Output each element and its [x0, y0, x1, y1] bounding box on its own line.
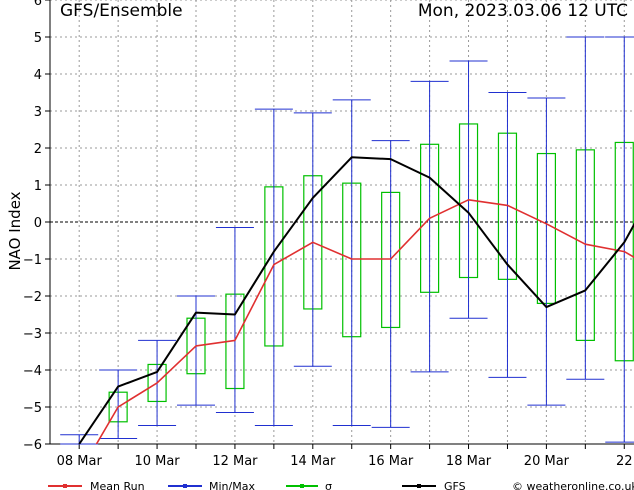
legend-gfs-marker: [417, 484, 421, 488]
mean-run-line: [95, 199, 634, 444]
legend: Mean Run Min/Max σ GFS © weatheronline.c…: [48, 480, 634, 490]
legend-sigma-marker: [300, 484, 304, 488]
y-tick-label: −3: [23, 327, 42, 342]
y-tick-label: 0: [34, 216, 42, 231]
x-tick-label: 18 Mar: [446, 454, 492, 469]
credit-text: © weatheronline.co.uk: [512, 480, 634, 490]
y-tick-label: 5: [34, 31, 42, 46]
y-tick-label: −2: [23, 290, 42, 305]
gfs-line: [78, 156, 634, 444]
x-tick-label: 22: [616, 454, 633, 469]
x-tick-label: 16 Mar: [368, 454, 414, 469]
y-axis-title: NAO Index: [6, 191, 24, 270]
x-tick-label: 14 Mar: [290, 454, 336, 469]
y-tick-label: 2: [34, 142, 42, 157]
chart-title: GFS/Ensemble: [60, 1, 183, 21]
sigma-boxes: [108, 123, 634, 423]
x-tick-label: 12 Mar: [212, 454, 258, 469]
y-tick-label: −4: [23, 364, 42, 379]
legend-mean-marker: [63, 484, 67, 488]
y-tick-label: 6: [34, 0, 42, 9]
y-tick-label: 4: [34, 68, 42, 83]
legend-sigma-label: σ: [325, 480, 332, 490]
y-tick-label: −5: [23, 401, 42, 416]
y-tick-label: −6: [23, 438, 42, 453]
y-tick-label: −1: [23, 253, 42, 268]
y-tick-label: 3: [34, 105, 42, 120]
minmax-whiskers: [60, 36, 634, 445]
run-timestamp: Mon, 2023.03.06 12 UTC: [418, 1, 628, 21]
y-tick-label: 1: [34, 179, 42, 194]
x-tick-label: 20 Mar: [524, 454, 570, 469]
x-axis: 08 Mar 10 Mar 12 Mar 14 Mar 16 Mar 18 Mar 20 M…: [50, 443, 634, 469]
legend-mean-label: Mean Run: [90, 480, 145, 490]
series-lines: [78, 156, 634, 444]
x-tick-label: 08 Mar: [57, 454, 103, 469]
y-axis: −6 −5 −4 −3 −2 −1 0 1 2 3 4 5 6: [23, 0, 51, 453]
legend-minmax-marker: [183, 484, 187, 488]
legend-minmax-label: Min/Max: [209, 480, 255, 490]
legend-gfs-label: GFS: [444, 480, 466, 490]
x-tick-label: 10 Mar: [134, 454, 180, 469]
